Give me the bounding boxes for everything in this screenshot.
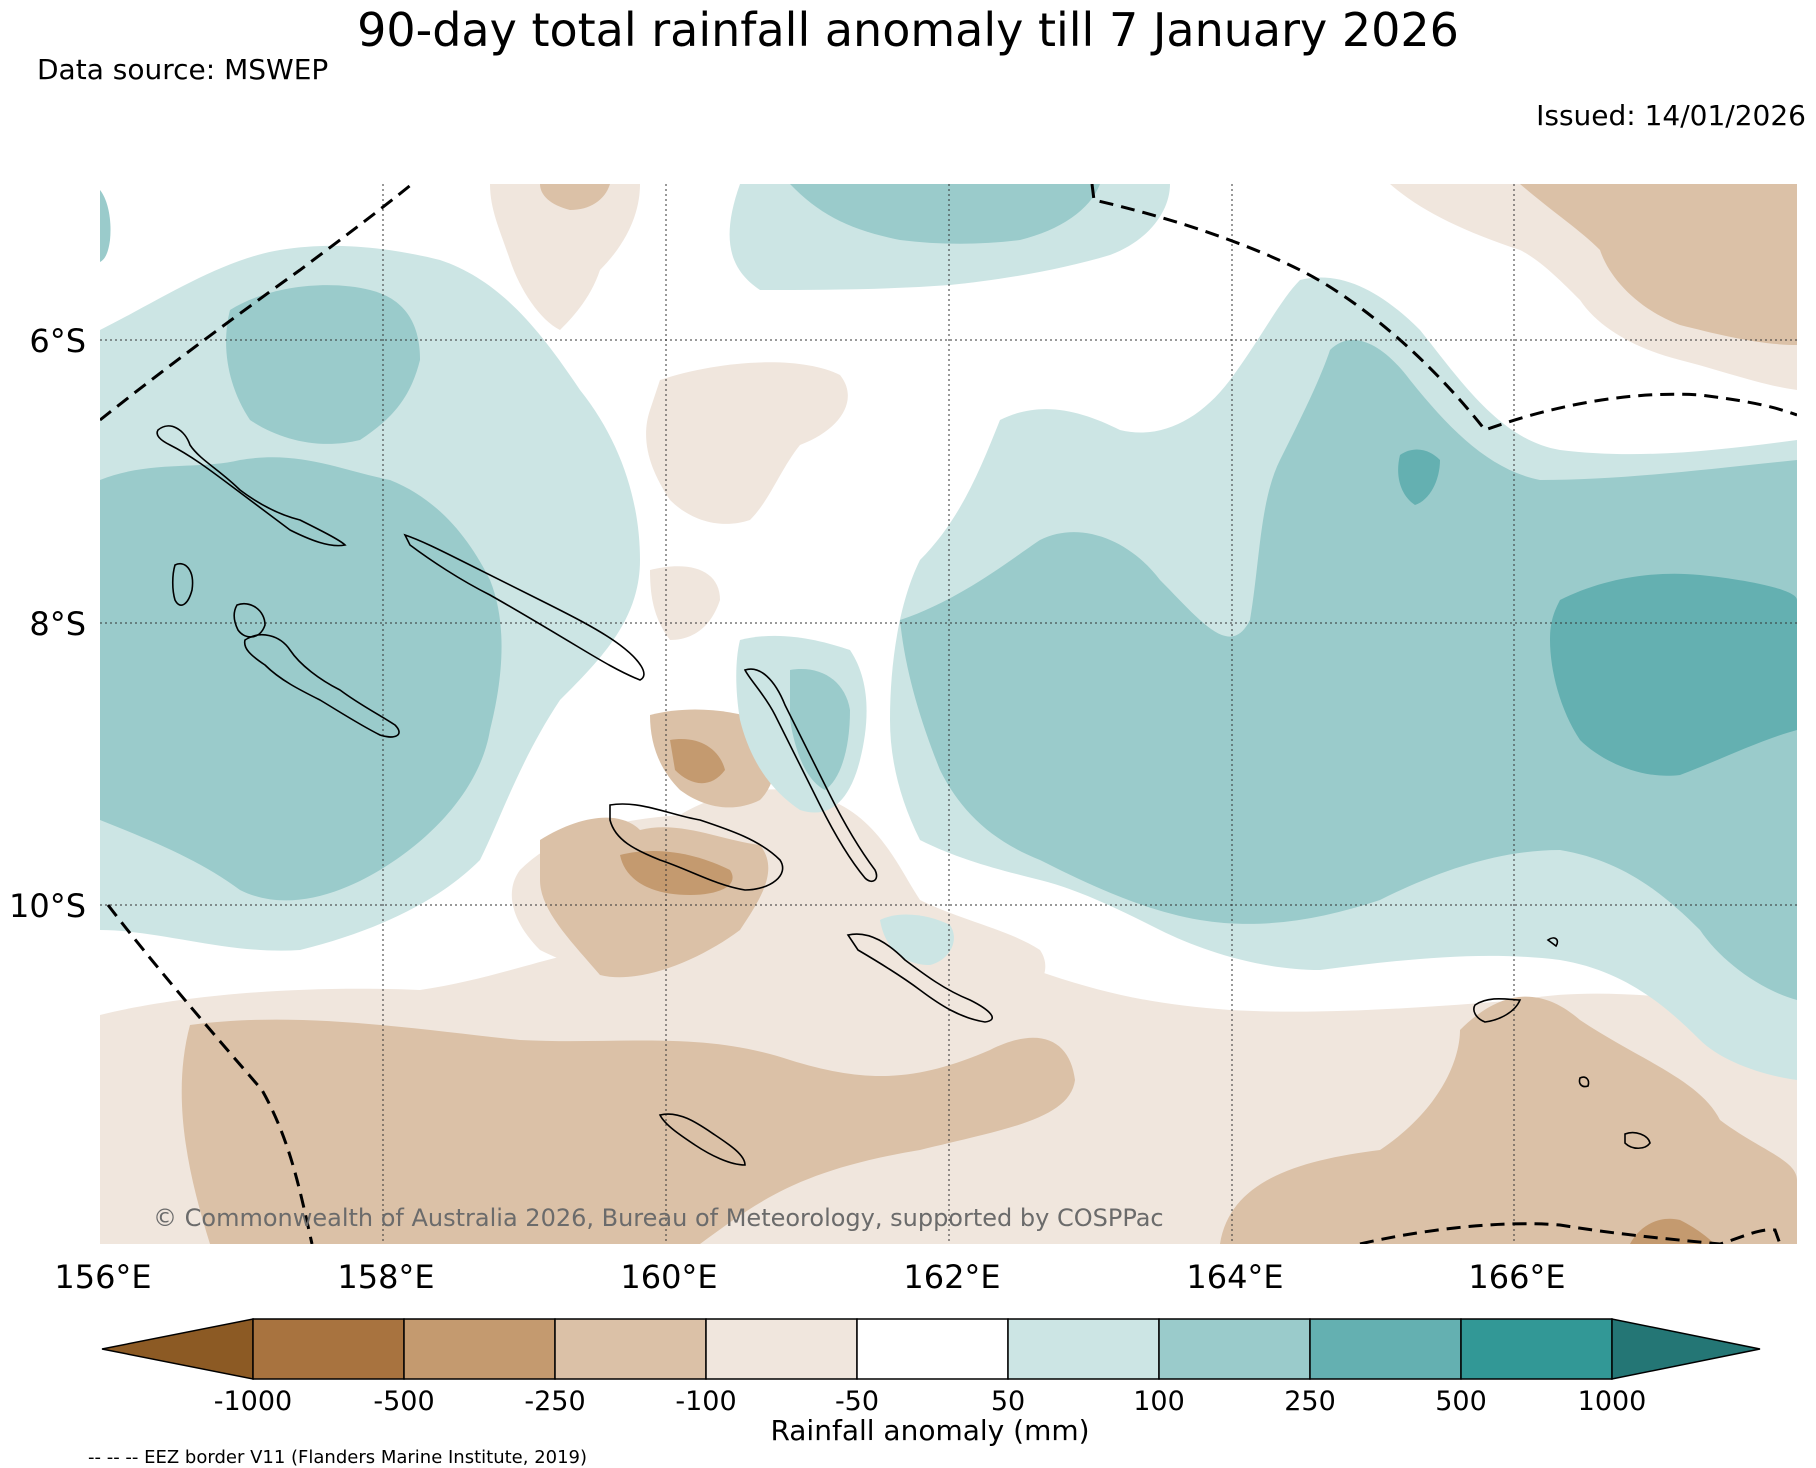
dry-region-top-core	[540, 184, 610, 210]
colorbar-title: Rainfall anomaly (mm)	[770, 1414, 1089, 1447]
dry-region-top-center	[490, 184, 640, 330]
eez-border-northwest	[100, 184, 413, 422]
dry-region-islands	[650, 566, 720, 640]
ontong-java-coastline	[1546, 937, 1559, 948]
colorbar-segment	[252, 1318, 405, 1380]
guadalcanal-coastline	[609, 803, 784, 891]
colorbar-segment	[403, 1318, 556, 1380]
wet-region-centre-islands-mid	[790, 669, 850, 790]
cb-tick-label: -1000	[214, 1386, 292, 1417]
cb-tick-label: -100	[675, 1386, 736, 1417]
kolombangara-coastline	[171, 563, 194, 606]
wet-region-makira	[880, 914, 954, 965]
utupua-coastline	[1578, 1076, 1590, 1088]
dry-region-southeast	[1220, 996, 1797, 1244]
colorbar-arrow-right	[1611, 1318, 1761, 1380]
santa-isabel-coastline	[743, 668, 878, 882]
colorbar: -1000 -500 -250 -100 -50 50 100 250 500 …	[101, 1318, 1761, 1447]
eez-border-southeast	[1359, 1222, 1782, 1244]
rennell-coastline	[658, 1113, 746, 1166]
cb-tick-label: 100	[1133, 1386, 1185, 1417]
cb-tick-label: -50	[835, 1386, 879, 1417]
colorbar-segment	[705, 1318, 858, 1380]
longitude-labels: 156°E 158°E 160°E 162°E 164°E 166°E	[54, 1258, 1565, 1290]
lon-label-166e: 166°E	[1468, 1258, 1565, 1290]
colorbar-segment	[1158, 1318, 1311, 1380]
eez-border-southwest	[106, 904, 314, 1244]
colorbar-segment	[1309, 1318, 1462, 1380]
map-gridlines	[100, 184, 1797, 1244]
copyright-notice: © Commonwealth of Australia 2026, Bureau…	[153, 1204, 1164, 1232]
makira-coastline	[846, 933, 993, 1023]
wet-region-northwest-mid	[226, 285, 420, 444]
lat-label-10s: 10°S	[9, 887, 86, 925]
cb-tick-label: -500	[373, 1386, 434, 1417]
choiseul-coastline	[403, 533, 645, 681]
chart-title: 90-day total rainfall anomaly till 7 Jan…	[357, 3, 1459, 57]
colorbar-tick-labels: -1000 -500 -250 -100 -50 50 100 250 500 …	[214, 1386, 1647, 1417]
eez-legend-note: -- -- -- EEZ border V11 (Flanders Marine…	[88, 1447, 588, 1468]
lat-label-8s: 8°S	[29, 605, 86, 643]
cb-tick-label: 1000	[1578, 1386, 1647, 1417]
wet-anomaly-regions	[100, 184, 1797, 1080]
bougainville-coastline	[156, 425, 347, 547]
lon-label-156e: 156°E	[54, 1258, 151, 1290]
cb-tick-label: 500	[1435, 1386, 1487, 1417]
issued-date: Issued: 14/01/2026	[1536, 99, 1806, 132]
rainfall-anomaly-map: © Commonwealth of Australia 2026, Bureau…	[9, 184, 1797, 1290]
dry-region-central-mid	[540, 817, 769, 978]
eez-border-northeast	[1090, 184, 1797, 432]
lat-label-6s: 6°S	[29, 322, 86, 360]
colorbar-segment	[1007, 1318, 1160, 1380]
colorbar-segment	[554, 1318, 707, 1380]
new-georgia-coastline	[243, 634, 400, 738]
cb-tick-label: -250	[524, 1386, 585, 1417]
data-source: Data source: MSWEP	[37, 53, 329, 86]
vella-lavella-coastline	[233, 603, 266, 638]
dry-region-northeast-mid	[1520, 184, 1797, 345]
lon-label-158e: 158°E	[337, 1258, 434, 1290]
dry-region-south-mid	[181, 1019, 1076, 1244]
dry-region-isabel-core	[670, 739, 725, 784]
island-coastlines	[156, 425, 1651, 1166]
wet-region-west-mid	[100, 457, 502, 901]
colorbar-segments	[101, 1318, 1761, 1380]
latitude-labels: 6°S 8°S 10°S	[9, 322, 86, 925]
wet-region-east-core	[1550, 573, 1797, 776]
colorbar-segment	[1460, 1318, 1613, 1380]
cb-tick-label: 250	[1284, 1386, 1336, 1417]
lon-label-164e: 164°E	[1186, 1258, 1283, 1290]
eez-borders	[100, 184, 1797, 1244]
lon-label-162e: 162°E	[903, 1258, 1000, 1290]
santa-cruz-coastline	[1473, 997, 1522, 1023]
dry-region-central-core	[620, 850, 733, 895]
wet-region-east-spot	[1398, 449, 1440, 505]
wet-region-top-band-mid	[790, 184, 1100, 244]
lon-label-160e: 160°E	[620, 1258, 717, 1290]
dry-anomaly-regions	[100, 184, 1797, 1244]
cb-tick-label: 50	[991, 1386, 1025, 1417]
wet-region-northwest-edge	[100, 190, 111, 262]
wet-region-east-mid	[900, 340, 1797, 1000]
dry-region-north-center	[646, 362, 848, 524]
colorbar-segment	[856, 1318, 1009, 1380]
colorbar-arrow-left	[101, 1318, 254, 1380]
vanikoro-coastline	[1624, 1131, 1651, 1150]
